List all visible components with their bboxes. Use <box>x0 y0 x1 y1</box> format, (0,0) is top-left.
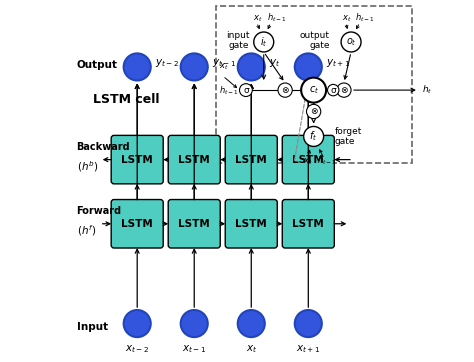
Text: $x_{t+1}$: $x_{t+1}$ <box>296 343 320 355</box>
Circle shape <box>239 84 252 97</box>
Text: LSTM: LSTM <box>236 219 267 229</box>
Text: $y_{t-2}$: $y_{t-2}$ <box>155 57 179 70</box>
Text: Input: Input <box>77 322 108 332</box>
Text: $h_{t-1}$: $h_{t-1}$ <box>317 154 337 167</box>
Circle shape <box>278 83 292 97</box>
Text: Forward: Forward <box>77 206 122 216</box>
Text: LSTM: LSTM <box>292 155 324 165</box>
Text: $x_t$: $x_t$ <box>303 156 312 167</box>
Text: $x_t$: $x_t$ <box>342 14 352 24</box>
Text: Output: Output <box>77 60 118 70</box>
Text: ⊗: ⊗ <box>282 85 289 94</box>
FancyBboxPatch shape <box>168 199 220 248</box>
FancyBboxPatch shape <box>216 7 411 163</box>
Text: $(h^f)$: $(h^f)$ <box>77 223 96 238</box>
Text: σ: σ <box>330 85 336 94</box>
Text: LSTM: LSTM <box>121 219 153 229</box>
FancyBboxPatch shape <box>225 199 277 248</box>
Text: $h_t$: $h_t$ <box>422 84 433 96</box>
FancyBboxPatch shape <box>168 135 220 184</box>
Circle shape <box>238 310 265 337</box>
Circle shape <box>254 32 273 52</box>
Text: input
gate: input gate <box>226 30 249 50</box>
Circle shape <box>124 310 151 337</box>
Text: LSTM: LSTM <box>236 155 267 165</box>
Circle shape <box>304 126 324 146</box>
Circle shape <box>295 310 322 337</box>
FancyBboxPatch shape <box>225 135 277 184</box>
Text: Backward: Backward <box>77 142 130 152</box>
Text: $i_t$: $i_t$ <box>260 35 267 49</box>
Text: σ: σ <box>243 85 249 94</box>
FancyBboxPatch shape <box>111 135 163 184</box>
Text: $y_t$: $y_t$ <box>269 57 281 70</box>
Text: LSTM: LSTM <box>292 219 324 229</box>
Circle shape <box>181 310 208 337</box>
Text: $f_t$: $f_t$ <box>310 130 318 143</box>
Text: $x_{t-1}$: $x_{t-1}$ <box>182 343 206 355</box>
Text: LSTM: LSTM <box>178 219 210 229</box>
Text: ⊗: ⊗ <box>340 85 348 94</box>
FancyBboxPatch shape <box>283 199 334 248</box>
Circle shape <box>307 104 321 119</box>
Circle shape <box>337 83 351 97</box>
Text: $y_{t-1}$: $y_{t-1}$ <box>212 57 236 70</box>
Circle shape <box>328 84 339 96</box>
Text: $c_t$: $c_t$ <box>309 84 319 96</box>
Text: forget
gate: forget gate <box>334 127 362 146</box>
FancyBboxPatch shape <box>111 199 163 248</box>
Text: $h_{t-1}$: $h_{t-1}$ <box>219 85 239 97</box>
Circle shape <box>301 77 326 102</box>
Circle shape <box>238 53 265 80</box>
Text: $x_t$: $x_t$ <box>253 14 263 24</box>
Text: $(h^b)$: $(h^b)$ <box>77 159 98 174</box>
Text: $x_t$: $x_t$ <box>219 62 229 72</box>
Circle shape <box>181 53 208 80</box>
Circle shape <box>341 32 361 52</box>
Text: $o_t$: $o_t$ <box>346 36 356 48</box>
Text: $x_{t-2}$: $x_{t-2}$ <box>125 343 149 355</box>
Text: LSTM cell: LSTM cell <box>93 93 160 105</box>
Text: output
gate: output gate <box>300 30 330 50</box>
Text: LSTM: LSTM <box>178 155 210 165</box>
Text: $h_{t-1}$: $h_{t-1}$ <box>355 12 374 24</box>
Text: $y_{t+1}$: $y_{t+1}$ <box>326 57 350 70</box>
Text: ⊗: ⊗ <box>310 107 318 116</box>
Text: LSTM: LSTM <box>121 155 153 165</box>
Circle shape <box>295 53 322 80</box>
Text: $x_t$: $x_t$ <box>246 343 257 355</box>
Text: $h_{t-1}$: $h_{t-1}$ <box>267 12 287 24</box>
FancyBboxPatch shape <box>283 135 334 184</box>
Circle shape <box>124 53 151 80</box>
